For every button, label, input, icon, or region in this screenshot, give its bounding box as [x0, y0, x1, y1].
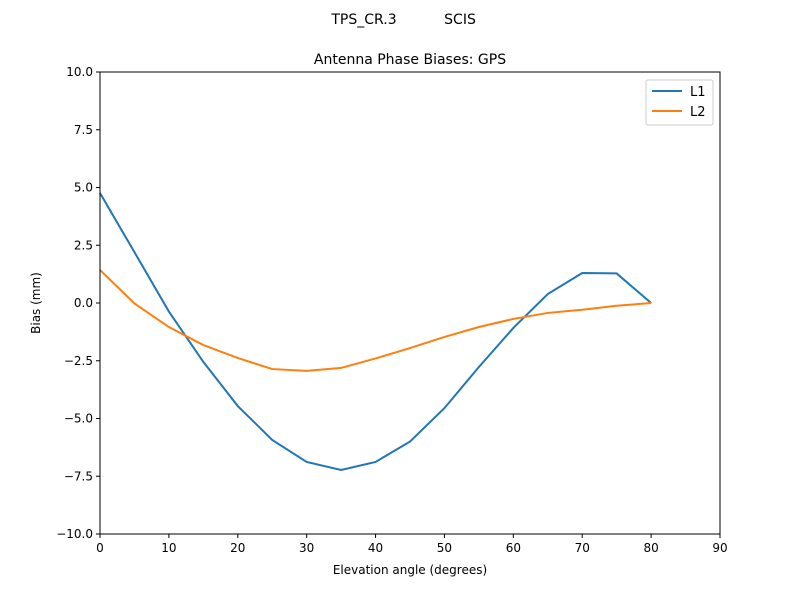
- series-line-l2: [99, 269, 652, 372]
- y-tick-label: −10.0: [56, 527, 93, 541]
- y-tick-label: 0.0: [74, 296, 93, 310]
- x-tick-label: 80: [643, 541, 658, 555]
- x-tick-label: 60: [506, 541, 521, 555]
- x-tick-label: 10: [161, 541, 176, 555]
- x-axis-label: Elevation angle (degrees): [333, 563, 487, 577]
- x-tick-label: 20: [230, 541, 245, 555]
- y-tick-label: −7.5: [64, 469, 93, 483]
- legend-label-l1: L1: [690, 85, 706, 100]
- series-line-l1: [99, 192, 652, 472]
- x-tick-label: 90: [712, 541, 727, 555]
- plot-frame: [99, 71, 721, 535]
- x-tick-label: 30: [299, 541, 314, 555]
- x-tick-label: 0: [96, 541, 104, 555]
- chart-title: Antenna Phase Biases: GPS: [314, 52, 506, 68]
- y-tick-label: −5.0: [64, 412, 93, 426]
- y-tick-label: 10.0: [66, 65, 93, 79]
- x-tick-label: 40: [368, 541, 383, 555]
- y-tick-label: 2.5: [74, 238, 93, 252]
- x-tick-label: 70: [575, 541, 590, 555]
- suptitle-right: SCIS: [444, 12, 476, 28]
- legend: L1 L2: [645, 79, 714, 126]
- y-tick-label: 7.5: [74, 123, 93, 137]
- y-tick-label: 5.0: [74, 181, 93, 195]
- suptitle-left: TPS_CR.3: [330, 12, 396, 28]
- y-axis-label: Bias (mm): [29, 272, 43, 334]
- x-tick-label: 50: [437, 541, 452, 555]
- y-tick-label: −2.5: [64, 354, 93, 368]
- legend-label-l2: L2: [690, 105, 706, 120]
